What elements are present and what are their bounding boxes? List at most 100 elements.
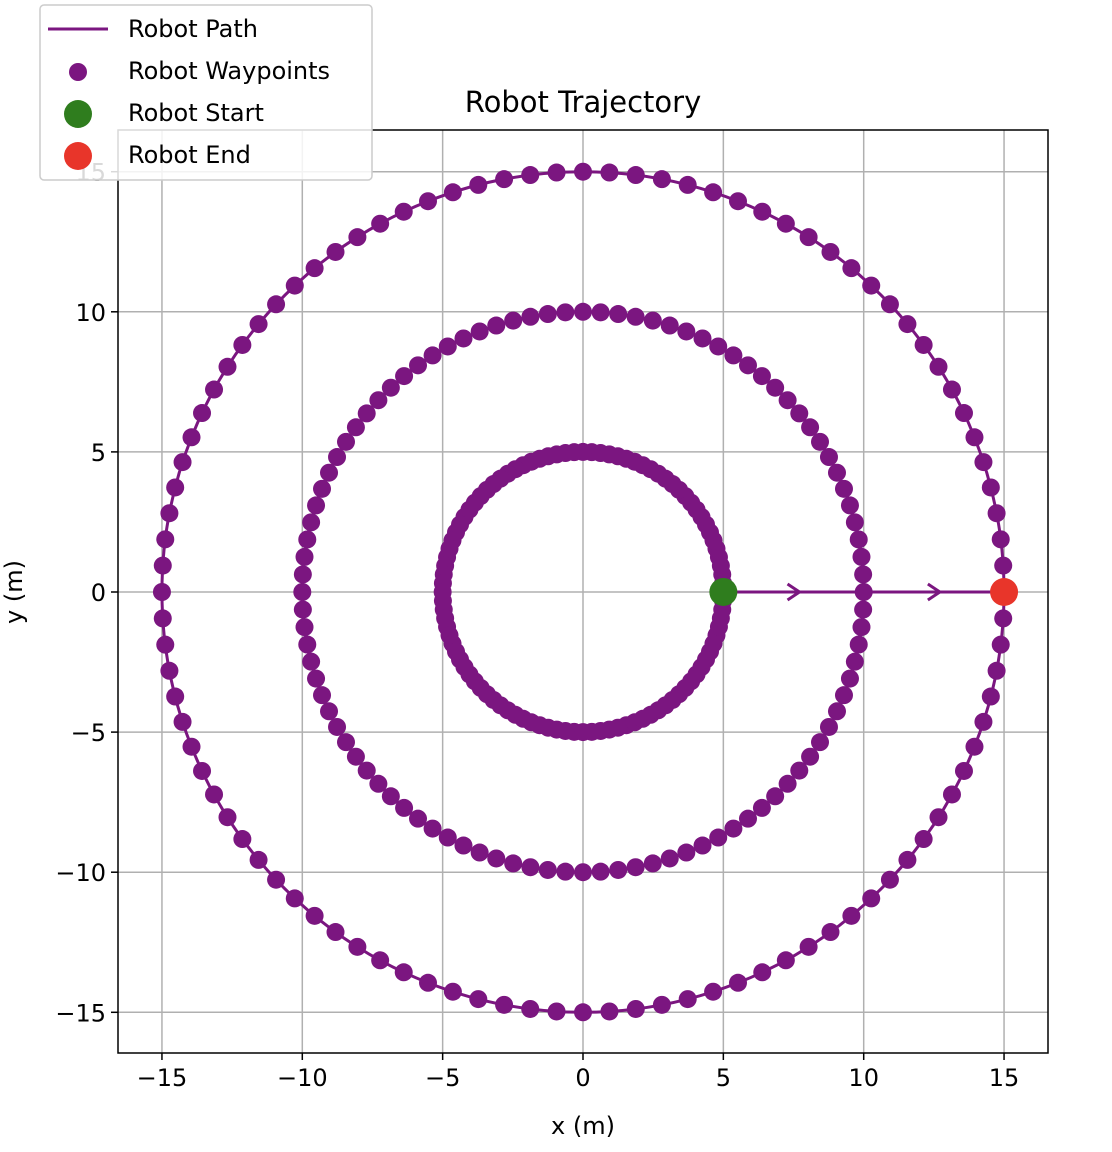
robot-waypoint (556, 862, 575, 881)
robot-waypoint (991, 635, 1010, 654)
data-layer (152, 162, 1019, 1022)
robot-waypoint (778, 774, 797, 793)
robot-waypoint (369, 391, 388, 410)
robot-waypoint (438, 828, 457, 847)
robot-waypoint (153, 609, 172, 628)
robot-waypoint (218, 808, 237, 827)
robot-waypoint (394, 963, 413, 982)
robot-waypoint (469, 990, 488, 1009)
robot-waypoint (454, 836, 473, 855)
y-tick-label: −5 (71, 719, 106, 747)
robot-waypoint (753, 963, 772, 982)
robot-waypoint (626, 166, 645, 185)
robot-waypoint (609, 305, 628, 324)
legend-label-start: Robot Start (128, 99, 264, 127)
robot-waypoint (728, 192, 747, 211)
robot-waypoint (395, 798, 414, 817)
y-tick-label: −10 (55, 859, 106, 887)
robot-path-arrow (927, 582, 943, 602)
robot-waypoint (880, 295, 899, 314)
robot-waypoint (738, 356, 757, 375)
robot-waypoint (173, 712, 192, 731)
robot-waypoint (336, 432, 355, 451)
robot-waypoint (660, 849, 679, 868)
robot-waypoint (521, 999, 540, 1018)
x-tick-label: −5 (425, 1064, 460, 1092)
robot-waypoint (626, 307, 645, 326)
robot-waypoint (233, 335, 252, 354)
robot-waypoint (160, 661, 179, 680)
robot-waypoint (495, 995, 514, 1014)
robot-waypoint (395, 367, 414, 386)
robot-waypoint (643, 311, 662, 330)
robot-waypoint (409, 356, 428, 375)
robot-waypoint (443, 183, 462, 202)
robot-waypoint (320, 702, 339, 721)
robot-waypoint (293, 565, 312, 584)
robot-waypoint (369, 774, 388, 793)
robot-waypoint (156, 635, 175, 654)
robot-waypoint (326, 242, 345, 261)
robot-waypoint (849, 530, 868, 549)
robot-waypoint (954, 404, 973, 423)
robot-path-arrow (786, 582, 803, 602)
robot-waypoint (267, 295, 286, 314)
robot-waypoint (574, 863, 592, 882)
robot-waypoint (173, 453, 192, 472)
robot-waypoint (981, 478, 1000, 497)
legend-label-end: Robot End (128, 141, 251, 169)
robot-waypoint (423, 819, 442, 838)
y-tick-label: −15 (55, 999, 106, 1027)
robot-waypoint (182, 428, 201, 447)
robot-waypoint (801, 418, 820, 437)
robot-waypoint (487, 316, 506, 335)
legend-label-path: Robot Path (128, 15, 258, 43)
robot-waypoint (693, 836, 712, 855)
robot-waypoint (574, 1003, 592, 1022)
robot-waypoint (591, 303, 610, 322)
robot-waypoint (267, 870, 286, 889)
robot-waypoint (678, 175, 697, 194)
x-tick-label: 5 (716, 1064, 731, 1092)
robot-waypoint (328, 717, 347, 736)
robot-waypoint (709, 337, 728, 356)
robot-waypoint (346, 747, 365, 766)
robot-waypoint (854, 565, 873, 584)
robot-waypoint (600, 1002, 619, 1021)
robot-waypoint (929, 808, 948, 827)
robot-waypoint (965, 428, 984, 447)
y-axis-label: y (m) (0, 560, 28, 624)
robot-waypoint (166, 478, 185, 497)
robot-end-marker (990, 578, 1019, 606)
robot-waypoint (834, 686, 853, 705)
robot-waypoint (357, 761, 376, 780)
y-tick-label: 0 (91, 579, 106, 607)
robot-waypoint (752, 798, 771, 817)
robot-waypoint (849, 635, 868, 654)
robot-waypoint (504, 854, 523, 873)
robot-waypoint (677, 322, 696, 341)
robot-waypoint (643, 854, 662, 873)
x-tick-label: 10 (848, 1064, 879, 1092)
robot-waypoint (205, 380, 224, 399)
robot-waypoint (307, 496, 326, 515)
robot-waypoint (193, 404, 212, 423)
legend-end-swatch (64, 142, 92, 170)
robot-waypoint (574, 162, 592, 181)
robot-waypoint (677, 843, 696, 862)
robot-waypoint (799, 937, 818, 956)
robot-waypoint (302, 513, 321, 532)
robot-waypoint (799, 228, 818, 247)
robot-waypoint (974, 453, 993, 472)
robot-waypoint (778, 391, 797, 410)
robot-waypoint (840, 496, 859, 515)
robot-waypoint (357, 404, 376, 423)
robot-waypoint (991, 530, 1010, 549)
x-tick-label: −15 (137, 1064, 188, 1092)
robot-waypoint (470, 843, 489, 862)
robot-waypoint (305, 906, 324, 925)
robot-waypoint (470, 322, 489, 341)
robot-waypoint (724, 346, 743, 365)
robot-waypoint (819, 717, 838, 736)
